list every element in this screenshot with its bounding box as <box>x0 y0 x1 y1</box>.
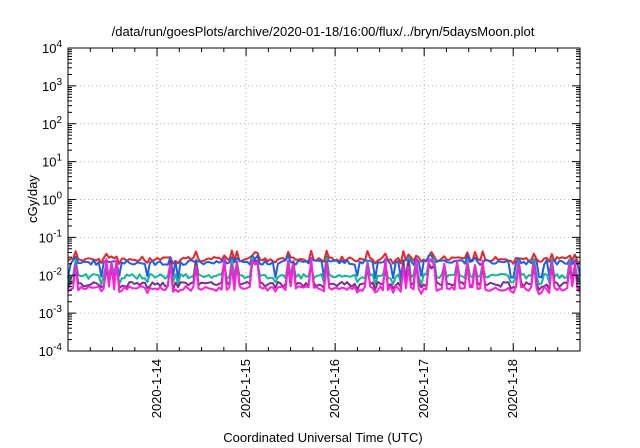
y-tick-label: 101 <box>42 153 62 170</box>
y-tick-label: 102 <box>42 115 62 132</box>
y-axis-label: cGy/day <box>25 175 40 223</box>
y-tick-label: 10-4 <box>39 342 63 359</box>
x-tick-label: 2020-1-17 <box>416 359 431 418</box>
x-tick-label: 2020-1-15 <box>238 359 253 418</box>
series-layer <box>67 249 581 296</box>
grid-layer <box>68 48 580 351</box>
x-tick-label: 2020-1-16 <box>327 359 342 418</box>
y-axis: 10-4 10-3 10-2 10-1 100 101 102 103 104 <box>39 39 580 359</box>
y-tick-label: 104 <box>42 39 62 56</box>
y-tick-label: 100 <box>42 191 62 208</box>
series-line-5 <box>67 257 581 296</box>
x-tick-label: 2020-1-18 <box>505 359 520 418</box>
y-tick-label: 10-3 <box>39 304 63 321</box>
x-axis: 2020-1-14 2020-1-15 2020-1-16 2020-1-17 2020… <box>89 48 559 418</box>
y-tick-label: 103 <box>42 77 62 94</box>
y-tick-label: 10-1 <box>39 228 63 245</box>
x-axis-label: Coordinated Universal Time (UTC) <box>223 430 422 445</box>
chart-title: /data/run/goesPlots/archive/2020-01-18/1… <box>112 24 535 39</box>
x-tick-label: 2020-1-14 <box>149 359 164 418</box>
y-tick-label: 10-2 <box>39 266 63 283</box>
